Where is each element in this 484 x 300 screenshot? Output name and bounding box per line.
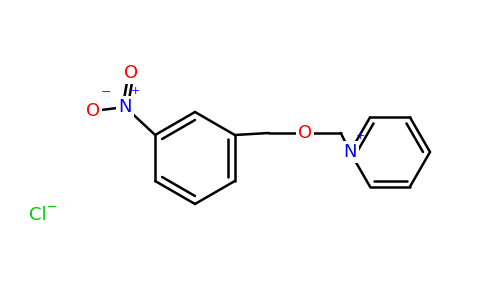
Text: O: O [124,64,138,82]
Text: −: − [101,86,112,99]
Text: Cl: Cl [29,206,47,224]
Text: N: N [343,143,357,161]
Text: −: − [47,200,57,214]
Text: O: O [86,102,100,120]
Text: O: O [298,124,312,142]
Text: +: + [131,86,140,96]
Text: N: N [119,98,132,116]
Text: +: + [356,131,365,141]
